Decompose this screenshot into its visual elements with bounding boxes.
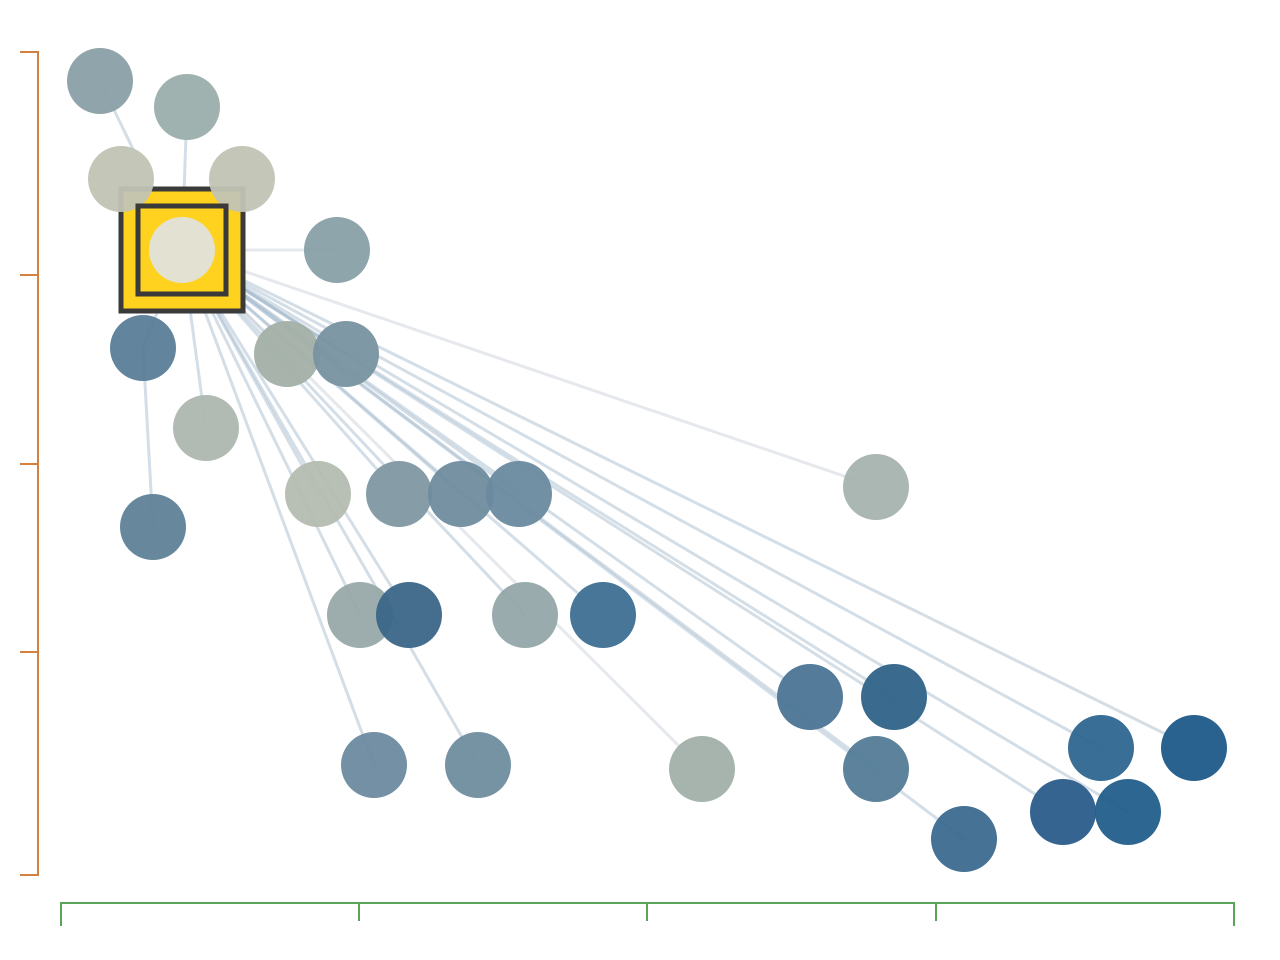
graph-node-n19[interactable] (570, 582, 636, 648)
graph-node-n27[interactable] (1068, 715, 1134, 781)
graph-node-n1[interactable] (67, 48, 133, 114)
graph-node-n3[interactable] (88, 146, 154, 212)
graph-node-n16[interactable] (327, 582, 393, 648)
graph-node-n14[interactable] (486, 461, 552, 527)
x-axis-line (60, 902, 1235, 926)
graph-node-n22[interactable] (341, 732, 407, 798)
graph-node-n17[interactable] (376, 582, 442, 648)
graph-node-n2[interactable] (154, 74, 220, 140)
x-axis-bracket (60, 902, 1235, 926)
graph-node-n6[interactable] (110, 315, 176, 381)
graph-node-n10[interactable] (120, 494, 186, 560)
edge-n0-n29 (180, 248, 1065, 814)
graph-node-n8[interactable] (313, 321, 379, 387)
selection-inner-outline (135, 203, 229, 297)
graph-node-n4[interactable] (209, 146, 275, 212)
graph-node-n20[interactable] (777, 664, 843, 730)
graph-node-n11[interactable] (285, 461, 351, 527)
edge-n0-n15 (180, 248, 878, 489)
selection-outline-layer (135, 203, 229, 297)
graph-node-n7[interactable] (254, 321, 320, 387)
edge-n0-n19 (180, 248, 605, 617)
edge-n0-n22 (180, 248, 376, 767)
y-axis-line (20, 51, 39, 876)
graph-node-n29[interactable] (1030, 779, 1096, 845)
graph-node-n9[interactable] (173, 395, 239, 461)
y-axis-bracket (20, 51, 39, 876)
graph-node-n23[interactable] (445, 732, 511, 798)
nodes-layer (67, 48, 1227, 872)
graph-node-n5[interactable] (304, 217, 370, 283)
graph-node-n12[interactable] (366, 461, 432, 527)
graph-node-n13[interactable] (428, 461, 494, 527)
graph-node-n24[interactable] (669, 736, 735, 802)
graph-node-n18[interactable] (492, 582, 558, 648)
graph-node-n21[interactable] (861, 664, 927, 730)
graph-node-n30[interactable] (1095, 779, 1161, 845)
graph-node-n26[interactable] (931, 806, 997, 872)
graph-node-n28[interactable] (1161, 715, 1227, 781)
graph-node-n25[interactable] (843, 736, 909, 802)
graph-node-n15[interactable] (843, 454, 909, 520)
graph-node-n0[interactable] (149, 217, 215, 283)
